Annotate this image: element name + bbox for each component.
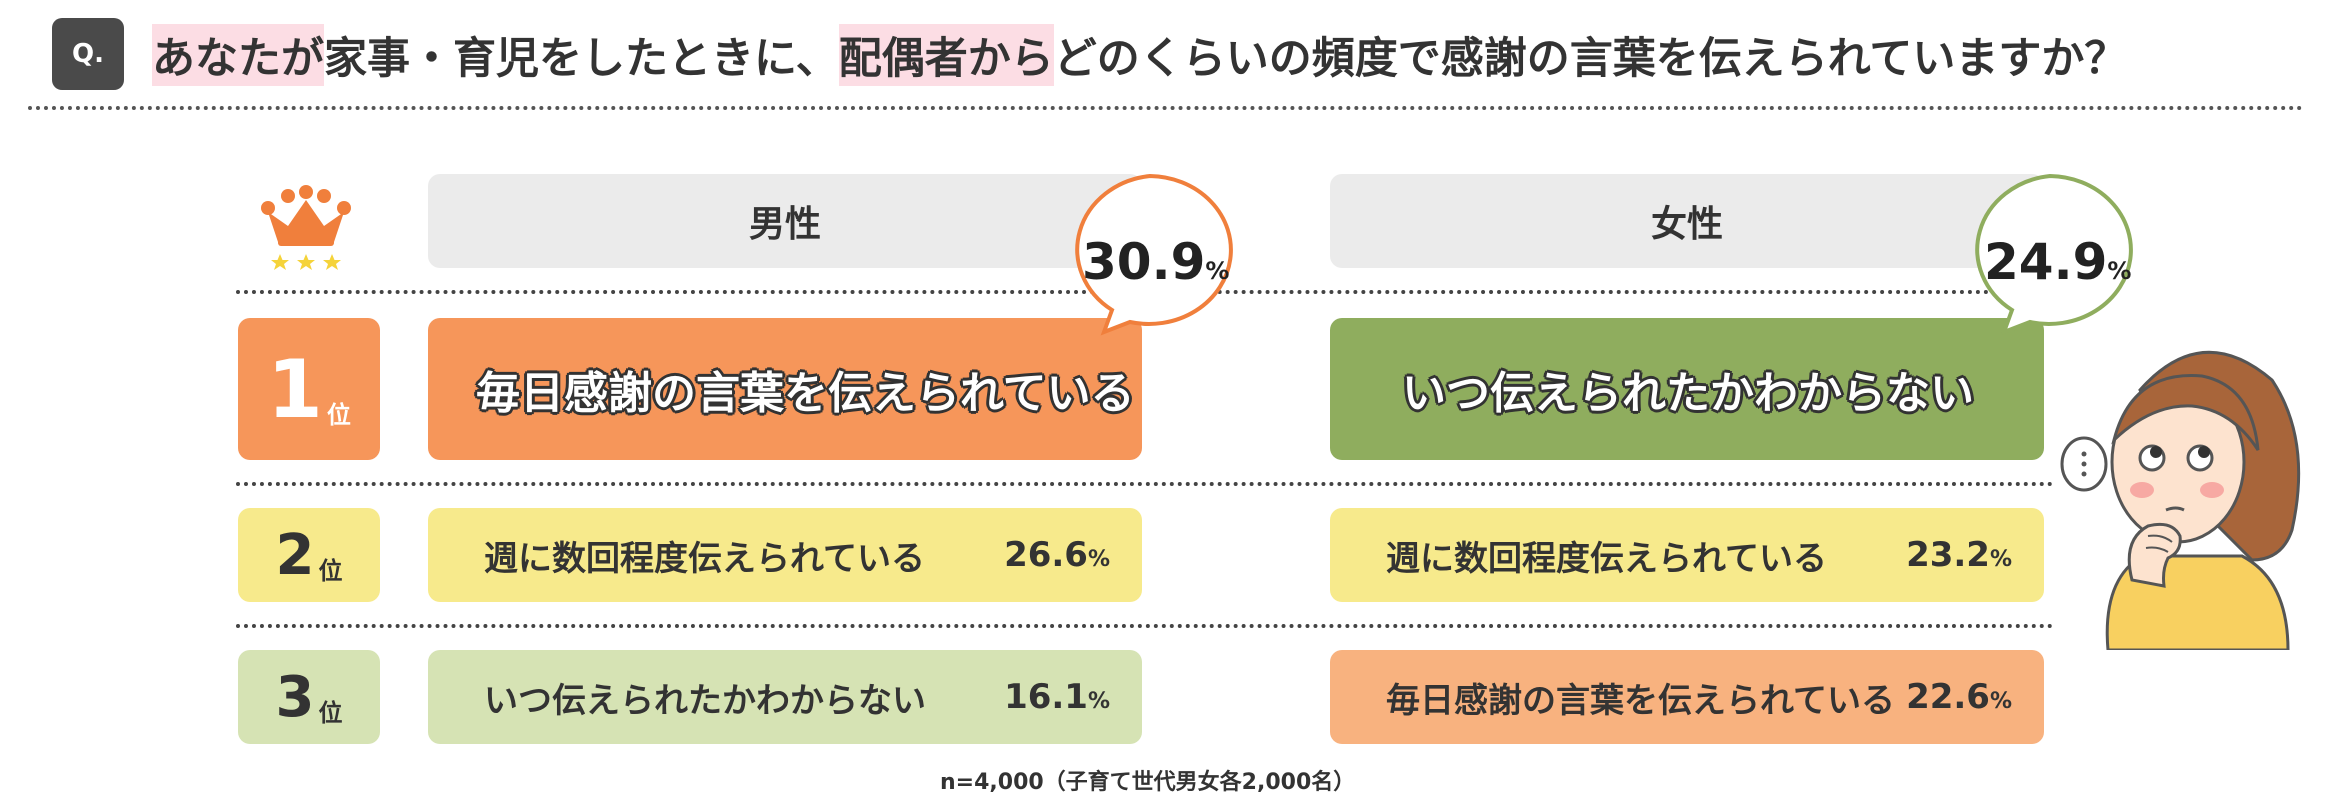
female-rank3-bar: 毎日感謝の言葉を伝えられている 22.6% bbox=[1330, 650, 2044, 744]
rank-number: 2 bbox=[275, 522, 315, 588]
male-rank2-label: 週に数回程度伝えられている bbox=[484, 538, 925, 579]
male-rank2-bar: 週に数回程度伝えられている 26.6% bbox=[428, 508, 1142, 602]
rank-number: 3 bbox=[275, 664, 315, 730]
male-rank3-value: 16.1% bbox=[1004, 677, 1110, 717]
male-rank2-value: 26.6% bbox=[1004, 535, 1110, 575]
question-part-3: 配偶者から bbox=[838, 24, 1054, 86]
rank-number: 1 bbox=[267, 342, 323, 436]
divider-rank1-2 bbox=[236, 482, 2054, 486]
header-divider bbox=[28, 106, 2304, 110]
column-header-female: 女性 bbox=[1330, 174, 2044, 268]
male-rank1-bar: 毎日感謝の言葉を伝えられている bbox=[428, 318, 1142, 460]
sample-size-footnote: n=4,000（子育て世代男女各2,000名） bbox=[940, 770, 1356, 795]
female-rank1-value-bubble bbox=[1975, 173, 2133, 336]
female-rank2-label: 週に数回程度伝えられている bbox=[1386, 538, 1827, 579]
female-rank1-label: いつ伝えられたかわからない bbox=[1402, 368, 1974, 419]
male-rank1-value: 30.9% bbox=[1082, 233, 1230, 291]
male-rank1-value-bubble bbox=[1075, 173, 1233, 336]
question-title: あなたが 家事・育児をしたときに、 配偶者から どのくらいの頻度で感謝の言葉を伝えられ… bbox=[152, 22, 2127, 88]
female-rank2-bar: 週に数回程度伝えられている 23.2% bbox=[1330, 508, 2044, 602]
male-rank3-label: いつ伝えられたかわからない bbox=[484, 680, 926, 721]
female-rank1-value: 24.9% bbox=[1984, 233, 2132, 291]
question-badge: Q. bbox=[52, 18, 124, 90]
rank-suffix: 位 bbox=[318, 699, 343, 727]
crown-icon bbox=[261, 185, 351, 270]
question-part-4: どのくらいの頻度で感謝の言葉を伝えられていますか？ bbox=[1053, 34, 2128, 84]
female-rank3-value: 22.6% bbox=[1906, 677, 2012, 717]
thinking-woman-illustration bbox=[2060, 350, 2301, 650]
male-rank3-bar: いつ伝えられたかわからない 16.1% bbox=[428, 650, 1142, 744]
question-part-2: 家事・育児をしたときに、 bbox=[324, 34, 839, 84]
divider-rank2-3 bbox=[236, 624, 2054, 628]
column-header-male: 男性 bbox=[428, 174, 1142, 268]
male-rank1-label: 毎日感謝の言葉を伝えられている bbox=[476, 368, 1135, 419]
female-rank3-label: 毎日感謝の言葉を伝えられている bbox=[1386, 680, 1895, 721]
female-rank1-bar: いつ伝えられたかわからない bbox=[1330, 318, 2044, 460]
question-part-1: あなたが bbox=[152, 24, 324, 86]
female-rank2-value: 23.2% bbox=[1906, 535, 2012, 575]
rank-suffix: 位 bbox=[326, 401, 351, 429]
rank-suffix: 位 bbox=[318, 557, 343, 585]
